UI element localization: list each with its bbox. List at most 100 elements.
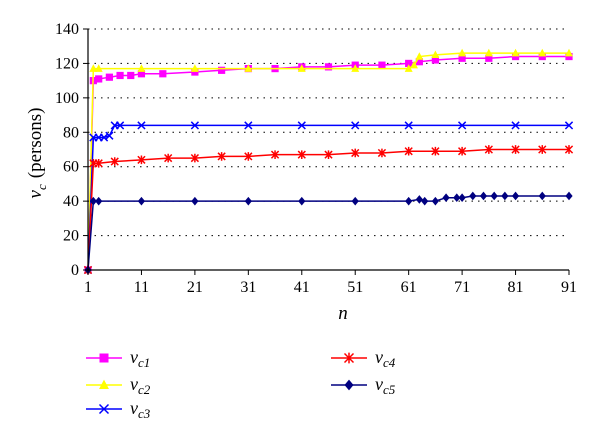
data-point-vc2 <box>244 64 253 72</box>
legend-item-vc4: vc4 <box>331 347 396 370</box>
series-layer <box>83 48 574 275</box>
data-point-vc2 <box>137 64 146 72</box>
y-tick-label: 80 <box>63 124 79 141</box>
data-point-vc1 <box>538 52 546 61</box>
data-point-vc4 <box>377 148 387 158</box>
data-point-vc3 <box>297 121 306 130</box>
series-line-vc3 <box>87 124 569 271</box>
data-point-vc1 <box>405 59 413 68</box>
series-vc3 <box>83 121 574 275</box>
data-point-vc1 <box>127 71 135 80</box>
data-point-vc4 <box>511 145 520 154</box>
data-point-vc2 <box>94 64 103 72</box>
legend-item-vc5: vc5 <box>331 374 396 397</box>
data-point-vc3 <box>244 121 253 130</box>
data-point-vc4 <box>297 150 306 159</box>
data-point-vc5 <box>421 196 429 206</box>
data-point-vc2 <box>404 64 413 72</box>
series-line-vc1 <box>87 55 569 271</box>
y-axis-unit: (persons) <box>25 108 46 179</box>
data-point-vc5 <box>479 191 488 201</box>
data-point-vc3 <box>511 121 520 130</box>
y-axis-var: v <box>25 189 46 198</box>
data-point-vc4 <box>164 153 173 163</box>
data-point-vc5 <box>511 191 520 201</box>
series-vc5 <box>84 191 573 275</box>
data-point-vc4 <box>538 145 547 154</box>
x-axis-title: n <box>338 303 348 324</box>
data-point-vc4 <box>270 150 280 159</box>
data-point-vc3 <box>564 121 574 130</box>
data-point-vc5 <box>191 196 199 206</box>
data-point-vc5 <box>405 196 413 206</box>
series-line-vc4 <box>87 148 569 271</box>
legend-label-vc4: vc4 <box>375 347 396 370</box>
data-point-vc4 <box>244 152 253 161</box>
series-line-vc5 <box>87 195 569 271</box>
series-vc1 <box>84 52 573 274</box>
data-point-vc2 <box>297 64 306 72</box>
data-point-vc5 <box>538 191 546 201</box>
data-point-vc5 <box>415 195 423 204</box>
x-tick-label: 11 <box>134 279 149 296</box>
series-vc4 <box>83 145 574 275</box>
data-point-vc4 <box>404 146 413 156</box>
data-point-vc1 <box>324 63 333 71</box>
x-tick-label: 1 <box>84 279 92 296</box>
data-point-vc5 <box>95 196 103 206</box>
data-point-vc1 <box>565 52 573 61</box>
legend-item-vc1: vc1 <box>86 347 150 370</box>
data-point-vc5 <box>469 191 477 201</box>
y-tick-label: 0 <box>71 262 79 279</box>
data-point-vc4 <box>564 145 574 154</box>
data-point-vc5 <box>565 191 573 201</box>
data-point-vc3 <box>190 121 200 130</box>
data-point-vc5 <box>298 196 306 206</box>
x-tick-label: 61 <box>401 279 417 296</box>
data-point-vc1 <box>431 56 439 64</box>
legend-item-vc2: vc2 <box>86 374 151 397</box>
legend-marker-vc3 <box>98 403 110 415</box>
data-point-vc4 <box>457 146 467 156</box>
data-point-vc5 <box>442 193 450 203</box>
data-point-vc1 <box>415 58 423 66</box>
data-point-vc5 <box>501 191 509 201</box>
data-point-vc5 <box>431 196 439 206</box>
data-point-vc5 <box>244 196 252 206</box>
data-point-vc2 <box>415 52 424 60</box>
legend-label-vc2: vc2 <box>130 374 151 397</box>
data-point-vc1 <box>378 61 386 69</box>
series-line-vc2 <box>87 52 569 271</box>
data-point-vc1 <box>485 54 493 62</box>
data-point-vc3 <box>105 131 114 140</box>
x-tick-label: 21 <box>187 279 203 296</box>
y-tick-label: 20 <box>63 228 79 245</box>
data-point-vc1 <box>116 71 124 80</box>
x-tick-label: 71 <box>454 279 470 296</box>
data-point-vc4 <box>217 152 226 161</box>
legend-marker-vc4 <box>343 352 355 364</box>
data-point-vc4 <box>110 157 119 166</box>
data-point-vc2 <box>458 48 467 57</box>
data-point-vc4 <box>137 155 146 165</box>
data-point-vc3 <box>99 133 109 142</box>
legend-marker-vc5 <box>344 379 354 391</box>
data-point-vc5 <box>89 196 97 206</box>
data-point-vc3 <box>404 121 413 130</box>
x-tick-label: 51 <box>347 279 363 296</box>
y-tick-label: 100 <box>55 90 79 107</box>
data-point-vc4 <box>324 150 333 159</box>
data-point-vc1 <box>511 52 520 61</box>
data-point-vc4 <box>351 148 360 158</box>
legend-label-vc5: vc5 <box>375 374 396 397</box>
data-point-vc1 <box>458 54 466 62</box>
legend-label-vc1: vc1 <box>130 347 150 370</box>
data-point-vc1 <box>137 70 146 78</box>
series-vc2 <box>84 48 573 274</box>
data-point-vc2 <box>538 48 547 57</box>
data-point-vc2 <box>89 64 98 72</box>
legend-marker-vc2 <box>99 379 109 390</box>
y-tick-label: 120 <box>55 55 79 72</box>
